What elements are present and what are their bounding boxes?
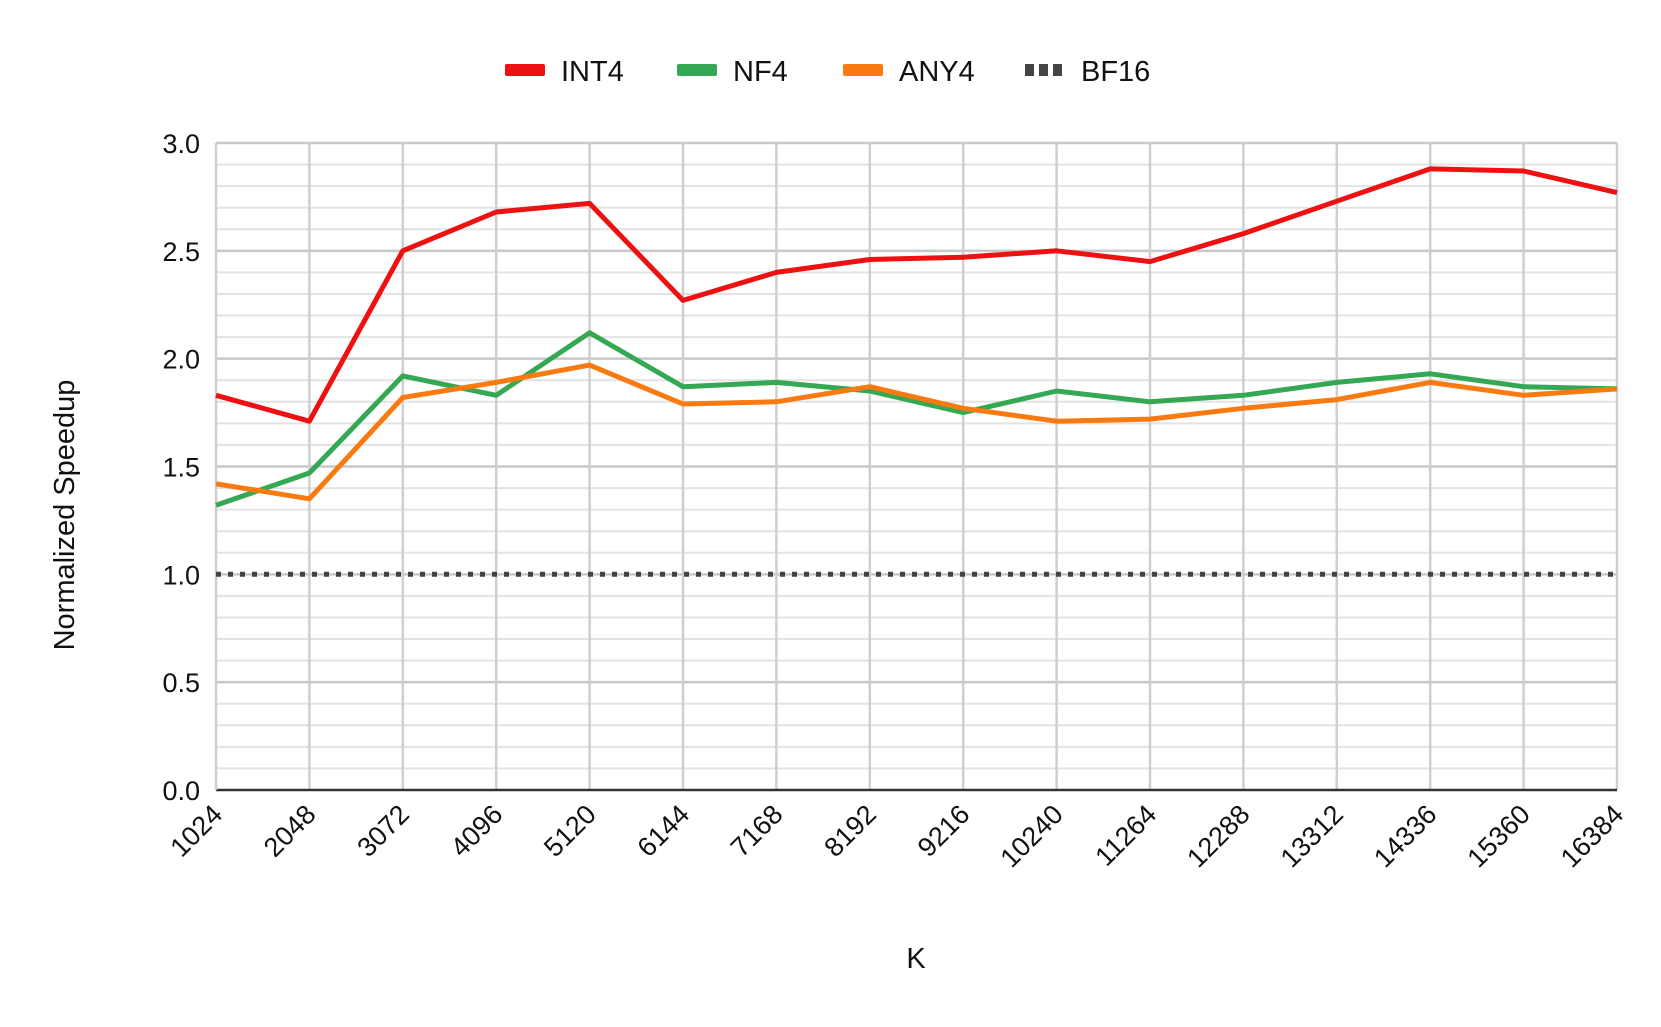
legend-label-nf4: NF4 xyxy=(733,56,788,88)
axes: 0.0 0.5 1.0 1.5 2.0 2.5 3.0 1024 2048 3072 4096 512… xyxy=(162,129,1629,873)
legend-label-bf16: BF16 xyxy=(1081,56,1150,88)
x-tick-label: 9216 xyxy=(912,799,976,863)
y-tick-label: 2.0 xyxy=(162,345,200,375)
x-tick-label: 3072 xyxy=(351,799,415,863)
y-tick-label: 2.5 xyxy=(162,237,200,267)
y-tick-label: 0.0 xyxy=(162,776,200,806)
x-tick-label: 10240 xyxy=(995,799,1069,873)
series-line-any4 xyxy=(215,362,1618,502)
y-tick-label: 3.0 xyxy=(162,129,200,159)
series-line-nf4 xyxy=(215,330,1618,508)
x-tick-label: 2048 xyxy=(258,799,322,863)
x-tick-label: 13312 xyxy=(1275,799,1349,873)
x-tick-label: 7168 xyxy=(725,799,789,863)
series-line-int4 xyxy=(215,166,1618,424)
x-tick-label: 5120 xyxy=(538,799,602,863)
x-tick-label: 11264 xyxy=(1089,799,1162,872)
legend-swatch-any4 xyxy=(843,64,883,76)
series-lines xyxy=(215,166,1618,577)
legend-swatch-bf16 xyxy=(1053,64,1062,76)
legend-swatch-bf16 xyxy=(1039,64,1048,76)
x-tick-label: 4096 xyxy=(445,799,509,863)
x-tick-label: 6144 xyxy=(632,799,696,863)
x-tick-label: 15360 xyxy=(1462,799,1536,873)
legend-swatch-nf4 xyxy=(677,64,717,76)
x-tick-label: 8192 xyxy=(818,799,882,863)
x-tick-label: 16384 xyxy=(1555,799,1629,873)
legend-swatch-bf16 xyxy=(1025,64,1034,76)
x-tick-label: 14336 xyxy=(1368,799,1442,873)
legend-label-any4: ANY4 xyxy=(899,56,975,88)
legend-label-int4: INT4 xyxy=(561,56,624,88)
legend-swatch-int4 xyxy=(505,64,545,76)
y-tick-label: 0.5 xyxy=(162,668,200,698)
y-axis-title: Normalized Speedup xyxy=(49,380,81,651)
y-tick-label: 1.0 xyxy=(162,560,200,590)
x-axis-title: K xyxy=(906,943,926,975)
legend: INT4 NF4 ANY4 BF16 xyxy=(505,56,1150,88)
x-tick-label: 1024 xyxy=(165,799,229,863)
y-tick-label: 1.5 xyxy=(162,453,200,483)
x-tick-label: 12288 xyxy=(1181,799,1255,873)
